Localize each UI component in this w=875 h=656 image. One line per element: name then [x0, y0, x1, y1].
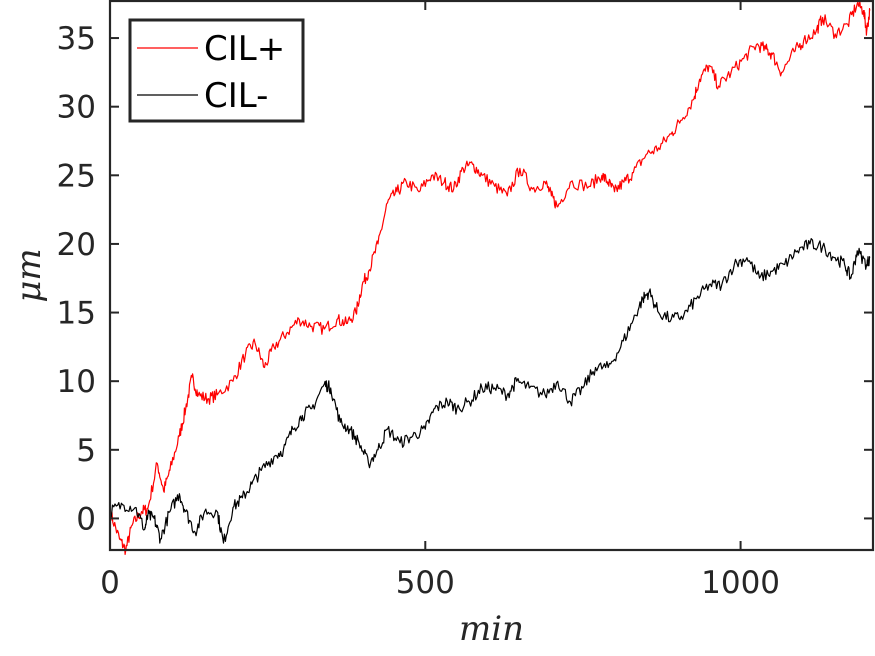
y-tick-label: 5: [76, 433, 96, 469]
series-layer: [109, 0, 871, 555]
series-line-cil-plus: [109, 0, 871, 555]
x-tick-label: 1000: [701, 565, 780, 601]
x-tick-label: 0: [100, 565, 120, 601]
y-tick-label: 25: [57, 158, 96, 194]
y-tick-label: 0: [76, 501, 96, 537]
y-tick-label: 30: [57, 90, 96, 126]
legend-box: [128, 18, 305, 123]
y-tick-label: 20: [57, 227, 96, 263]
legend-label: CIL-: [204, 76, 268, 116]
y-axis-label: μm: [9, 248, 49, 302]
y-tick-label: 15: [57, 296, 96, 332]
y-tick-label: 10: [57, 364, 96, 400]
x-tick-label: 500: [396, 565, 455, 601]
legend-label: CIL+: [204, 29, 285, 69]
axes-box: [108, 0, 875, 552]
legend: CIL+ CIL-: [128, 18, 305, 123]
series-line-cil-minus: [109, 238, 871, 544]
x-axis-label: min: [459, 609, 524, 649]
y-tick-label: 35: [57, 21, 96, 57]
ticks-layer: 0 500 1000 0 5 10 15 20 25 30 35: [57, 1, 873, 601]
